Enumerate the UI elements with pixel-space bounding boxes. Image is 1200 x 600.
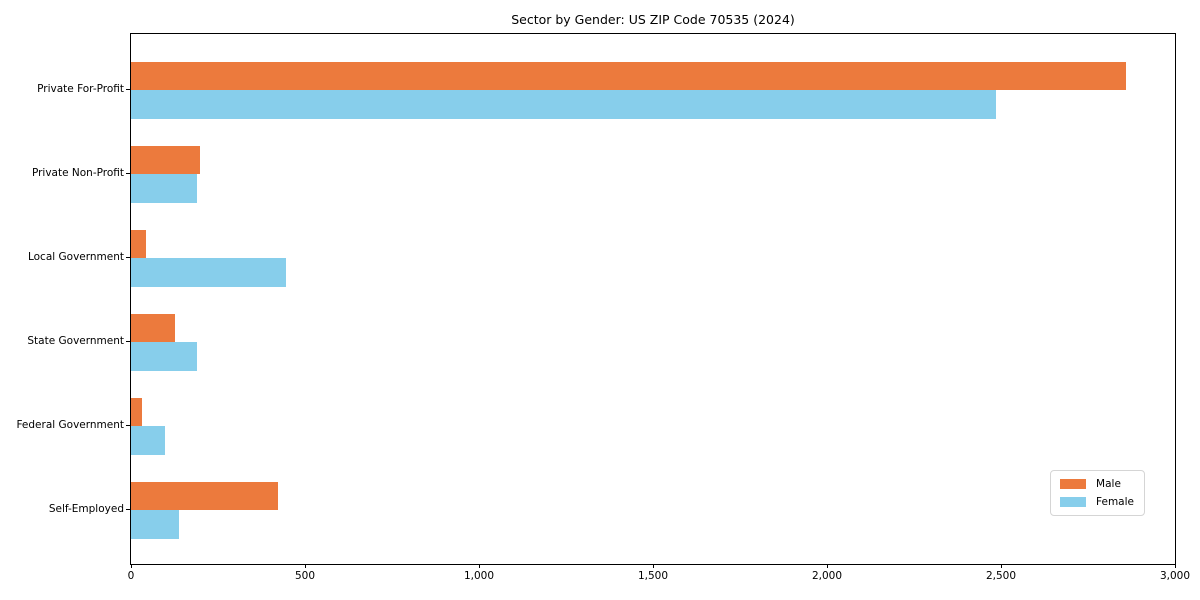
legend: Male Female xyxy=(1050,470,1145,516)
y-tick-label-local-government: Local Government xyxy=(27,251,124,263)
y-tick-mark xyxy=(126,509,130,510)
bar-male-private-for-profit xyxy=(131,61,1127,90)
chart-title: Sector by Gender: US ZIP Code 70535 (202… xyxy=(511,12,795,27)
bar-female-local-government xyxy=(131,258,287,287)
y-tick-label-state-government: State Government xyxy=(27,335,124,347)
bar-female-state-government xyxy=(131,342,198,371)
legend-item-male: Male xyxy=(1060,478,1134,490)
legend-label-female: Female xyxy=(1096,496,1134,508)
x-tick-mark xyxy=(479,564,480,568)
x-tick-label-1000: 1,000 xyxy=(463,570,495,582)
y-tick-mark xyxy=(126,89,130,90)
bar-female-private-non-profit xyxy=(131,174,198,203)
bar-male-state-government xyxy=(131,313,176,342)
bar-male-federal-government xyxy=(131,397,143,426)
male-swatch xyxy=(1060,479,1087,489)
y-tick-mark xyxy=(126,257,130,258)
x-tick-label-2000: 2,000 xyxy=(811,570,843,582)
x-tick-label-3000: 3,000 xyxy=(1159,570,1191,582)
y-tick-mark xyxy=(126,425,130,426)
y-tick-label-federal-government: Federal Government xyxy=(16,419,124,431)
y-tick-label-private-non-profit: Private Non-Profit xyxy=(31,167,124,179)
bar-male-private-non-profit xyxy=(131,145,200,174)
x-tick-mark xyxy=(827,564,828,568)
plot-area: Male Female xyxy=(130,33,1176,565)
x-tick-mark xyxy=(305,564,306,568)
bar-female-federal-government xyxy=(131,426,166,455)
x-tick-mark xyxy=(1001,564,1002,568)
x-tick-label-0: 0 xyxy=(127,570,135,582)
x-tick-label-2500: 2,500 xyxy=(985,570,1017,582)
female-swatch xyxy=(1060,497,1087,507)
y-tick-mark xyxy=(126,173,130,174)
legend-label-male: Male xyxy=(1096,478,1121,490)
y-tick-label-self-employed: Self-Employed xyxy=(48,503,124,515)
x-tick-mark xyxy=(653,564,654,568)
y-tick-mark xyxy=(126,341,130,342)
x-tick-label-1500: 1,500 xyxy=(637,570,669,582)
x-tick-label-500: 500 xyxy=(294,570,316,582)
bar-male-local-government xyxy=(131,229,146,258)
bar-female-self-employed xyxy=(131,510,180,539)
x-tick-mark xyxy=(131,564,132,568)
x-tick-mark xyxy=(1175,564,1176,568)
bar-female-private-for-profit xyxy=(131,90,996,119)
y-tick-label-private-for-profit: Private For-Profit xyxy=(37,83,124,95)
legend-item-female: Female xyxy=(1060,496,1134,508)
bar-male-self-employed xyxy=(131,481,278,510)
